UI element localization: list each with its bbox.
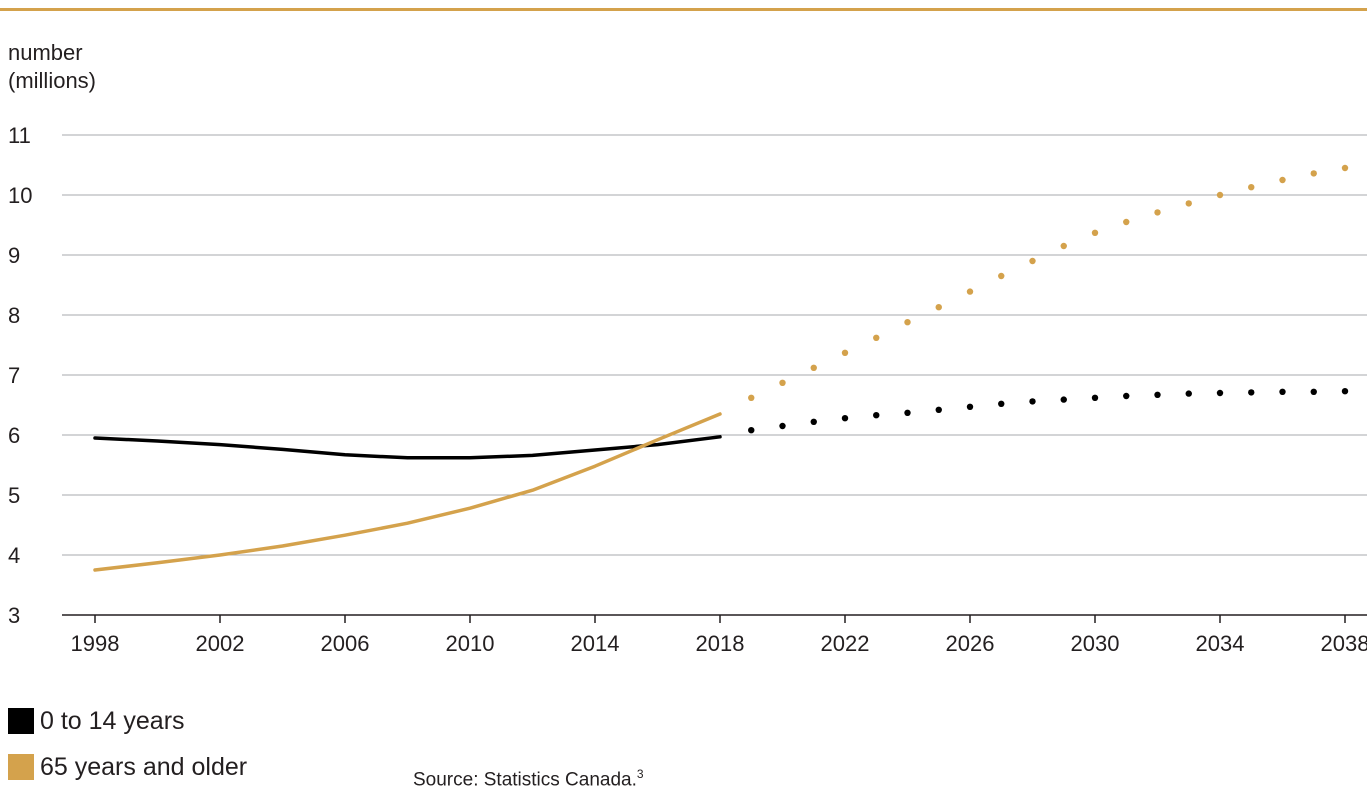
series-0-projected-point-2034	[1216, 389, 1224, 397]
x-tick-label-2010: 2010	[446, 631, 495, 656]
x-tick-label-2002: 2002	[196, 631, 245, 656]
legend-label-65-plus: 65 years and older	[40, 753, 248, 781]
x-tick-label-2022: 2022	[821, 631, 870, 656]
series-1-projected-point-2020	[779, 379, 786, 386]
series-1-projected-point-2026	[966, 288, 974, 295]
y-tick-label-7: 7	[8, 363, 20, 388]
series-0-historical-line	[93, 435, 722, 460]
y-tick-label-8: 8	[8, 303, 20, 328]
series-0	[93, 388, 1349, 460]
x-tick-label-1998: 1998	[71, 631, 120, 656]
series-0-projected-point-2031	[1123, 392, 1130, 400]
series-1-projected-point-2029	[1060, 242, 1067, 250]
series-1-projected-point-2032	[1154, 209, 1161, 216]
y-tick-label-10: 10	[8, 183, 32, 208]
series-1-projected-point-2034	[1216, 191, 1224, 199]
source-note-text: Source: Statistics Canada.	[413, 769, 637, 791]
series-1-projected-point-2019	[748, 394, 755, 401]
series-1-projected-point-2035	[1248, 184, 1255, 191]
x-tick-label-2026: 2026	[946, 631, 995, 656]
y-tick-label-6: 6	[8, 423, 20, 448]
x-tick-label-2018: 2018	[696, 631, 745, 656]
legend-label-0-14: 0 to 14 years	[40, 707, 185, 735]
x-axis: 1998 2002 2006 2010 2014 2018 2022 2026 2030 2034…	[62, 614, 1367, 656]
series-0-projected-point-2035	[1248, 389, 1255, 396]
series-1-projected-point-2022	[841, 349, 849, 356]
series-1-projected-point-2038	[1341, 164, 1349, 172]
legend-item-0-14: 0 to 14 years	[8, 706, 185, 736]
series-1	[93, 164, 1349, 572]
series-0-projected-point-2019	[748, 427, 755, 434]
y-tick-label-3: 3	[8, 603, 20, 628]
legend-swatch-0-14	[8, 708, 34, 734]
series-1-projected-point-2036	[1279, 176, 1286, 184]
line-chart: 3 4 5 6 7 8 9 10 11 1998 2002 2006 2010 2014 2018 2022…	[8, 123, 1367, 656]
series-0-projected-point-2026	[966, 403, 974, 410]
series-1-projected-point-2033	[1185, 200, 1192, 207]
series-0-projected-point-2033	[1185, 390, 1192, 397]
source-note: Source: Statistics Canada.3	[413, 762, 644, 792]
series-1-projected-point-2028	[1029, 257, 1036, 265]
legend-swatch-65-plus	[8, 754, 34, 780]
series-0-projected-point-2025	[935, 406, 942, 413]
y-tick-label-4: 4	[8, 543, 20, 568]
series-0-projected-point-2022	[841, 415, 849, 422]
series-1-projected-point-2023	[873, 334, 880, 341]
series-0-projected-point-2020	[779, 422, 786, 430]
series-1-projected-point-2024	[904, 319, 911, 326]
series-1-projected-point-2021	[810, 364, 817, 371]
x-tick-label-2014: 2014	[571, 631, 620, 656]
series-0-projected-point-2024	[904, 409, 911, 416]
series-0-projected-point-2038	[1341, 388, 1349, 395]
x-tick-label-2030: 2030	[1071, 631, 1120, 656]
y-tick-label-11: 11	[8, 123, 31, 148]
series-0-projected-point-2036	[1279, 388, 1286, 395]
series-1-projected-point-2037	[1310, 170, 1317, 177]
series-0-projected-point-2028	[1029, 398, 1036, 405]
y-tick-label-5: 5	[8, 483, 20, 508]
y-tick-labels: 3 4 5 6 7 8 9 10 11	[8, 123, 32, 628]
series-0-projected-point-2023	[873, 412, 880, 419]
source-note-footnote: 3	[636, 767, 644, 781]
series-1-projected-point-2031	[1123, 218, 1130, 226]
series-1-projected-point-2025	[935, 304, 942, 311]
series	[93, 164, 1349, 572]
series-0-projected-point-2021	[810, 418, 817, 425]
x-tick-label-2038: 2038	[1321, 631, 1367, 656]
x-tick-label-2006: 2006	[321, 631, 370, 656]
series-0-projected-point-2032	[1154, 391, 1161, 398]
series-1-historical-line	[93, 412, 722, 572]
y-axis-label-line-1: number	[8, 40, 83, 65]
series-0-projected-point-2027	[998, 400, 1005, 407]
series-0-projected-point-2029	[1060, 396, 1067, 403]
series-0-projected-point-2037	[1310, 388, 1317, 395]
series-1-projected-point-2027	[998, 272, 1005, 280]
series-1-projected-point-2030	[1091, 229, 1099, 236]
y-tick-label-9: 9	[8, 243, 20, 268]
y-axis-label-line-2: (millions)	[8, 68, 96, 93]
top-rule	[0, 8, 1367, 11]
series-0-projected-point-2030	[1091, 394, 1099, 401]
legend-item-65-plus: 65 years and older	[8, 752, 247, 782]
gridlines	[62, 134, 1367, 556]
x-tick-label-2034: 2034	[1196, 631, 1245, 656]
